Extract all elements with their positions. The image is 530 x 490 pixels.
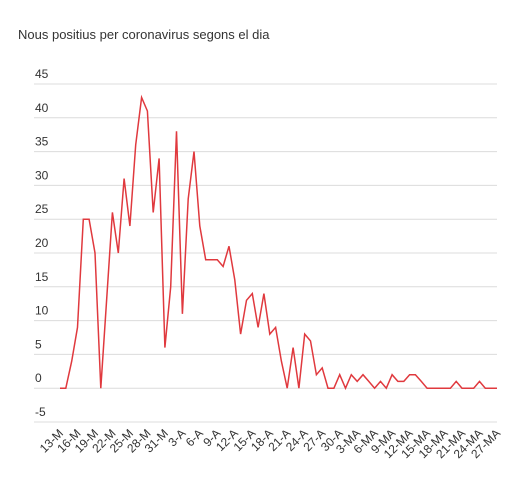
data-point	[397, 380, 399, 382]
data-point	[490, 387, 492, 389]
data-point	[71, 360, 73, 362]
y-tick-label: 20	[35, 236, 49, 250]
data-point	[496, 387, 498, 389]
data-point	[327, 387, 329, 389]
data-point	[263, 293, 265, 295]
data-point	[106, 299, 108, 301]
data-point	[455, 380, 457, 382]
data-point	[257, 326, 259, 328]
y-tick-label: 30	[35, 168, 49, 182]
data-point	[210, 259, 212, 261]
data-point	[111, 211, 113, 213]
series-line	[60, 94, 497, 391]
data-point	[449, 387, 451, 389]
data-point	[164, 347, 166, 349]
data-point	[158, 157, 160, 159]
data-point	[368, 380, 370, 382]
chart-title: Nous positius per coronavirus segons el …	[18, 27, 270, 42]
data-point	[59, 387, 61, 389]
data-point	[76, 326, 78, 328]
data-point	[222, 266, 224, 268]
data-point	[187, 198, 189, 200]
y-tick-label: 15	[35, 270, 49, 284]
data-point	[88, 218, 90, 220]
data-point	[117, 252, 119, 254]
data-point	[251, 293, 253, 295]
data-point	[298, 387, 300, 389]
data-point	[292, 347, 294, 349]
data-point	[444, 387, 446, 389]
y-tick-label: 35	[35, 135, 49, 149]
data-point	[100, 387, 102, 389]
y-tick-label: 40	[35, 101, 49, 115]
data-point	[65, 387, 67, 389]
y-tick-label: 25	[35, 202, 49, 216]
data-point	[135, 144, 137, 146]
data-point	[205, 259, 207, 261]
data-point	[426, 387, 428, 389]
y-tick-label: 5	[35, 337, 42, 351]
data-point	[123, 178, 125, 180]
data-point	[362, 374, 364, 376]
data-point	[374, 387, 376, 389]
data-point	[420, 380, 422, 382]
data-point	[321, 367, 323, 369]
data-point	[181, 313, 183, 315]
data-point	[269, 333, 271, 335]
data-point	[280, 360, 282, 362]
data-point	[356, 380, 358, 382]
y-tick-label: -5	[35, 405, 46, 419]
data-point	[176, 130, 178, 132]
data-point	[193, 151, 195, 153]
data-point	[333, 387, 335, 389]
data-point	[304, 333, 306, 335]
data-point	[409, 374, 411, 376]
data-point	[467, 387, 469, 389]
data-point	[82, 218, 84, 220]
data-point	[152, 211, 154, 213]
y-axis-labels: -5 0 5 10 15 20 25 30 35 40 45	[35, 67, 49, 419]
data-point	[414, 374, 416, 376]
data-point	[379, 380, 381, 382]
data-point	[339, 374, 341, 376]
data-point	[315, 374, 317, 376]
data-point	[228, 245, 230, 247]
data-point	[170, 286, 172, 288]
series-layer	[59, 94, 498, 391]
data-point	[473, 387, 475, 389]
data-point	[216, 259, 218, 261]
y-tick-label: 10	[35, 304, 49, 318]
y-tick-label: 0	[35, 371, 42, 385]
data-point	[286, 387, 288, 389]
data-point	[141, 97, 143, 99]
data-point	[310, 340, 312, 342]
data-point	[461, 387, 463, 389]
data-point	[345, 387, 347, 389]
data-point	[275, 326, 277, 328]
data-point	[94, 252, 96, 254]
x-axis-labels: 13-M16-M19-M22-M25-M28-M31-M3-A6-A9-A12-…	[37, 426, 503, 461]
data-point	[403, 380, 405, 382]
data-point	[484, 387, 486, 389]
data-point	[432, 387, 434, 389]
data-point	[245, 299, 247, 301]
data-point	[385, 387, 387, 389]
data-point	[350, 374, 352, 376]
data-point	[391, 374, 393, 376]
data-point	[234, 279, 236, 281]
data-point	[199, 225, 201, 227]
data-point	[146, 110, 148, 112]
data-point	[240, 333, 242, 335]
data-point	[129, 225, 131, 227]
y-tick-label: 45	[35, 67, 49, 81]
data-point	[479, 380, 481, 382]
data-point	[438, 387, 440, 389]
grid-lines	[34, 83, 497, 423]
